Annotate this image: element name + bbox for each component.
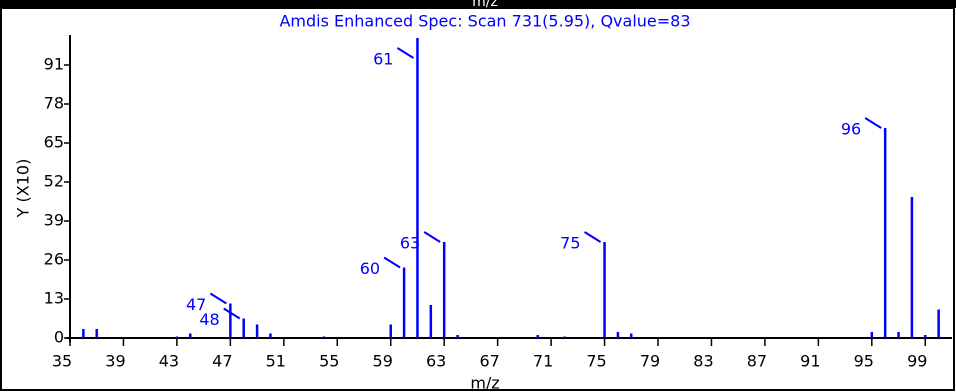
y-tick-label: 52 (44, 172, 64, 191)
x-tick-label: 71 (533, 352, 553, 371)
frame (0, 7, 955, 391)
annotation-leader (209, 292, 227, 305)
y-tick-label: 13 (44, 289, 64, 308)
x-axis-label: m/z (470, 374, 499, 392)
x-tick-label: 55 (319, 352, 339, 371)
annotation-leader (584, 231, 602, 243)
peak-annotation: 48 (199, 310, 219, 329)
annotation-leader (423, 231, 441, 243)
x-tick-label: 91 (800, 352, 820, 371)
x-tick-label: 67 (479, 352, 499, 371)
y-tick-label: 39 (44, 211, 64, 230)
peak-annotation: 63 (400, 234, 420, 253)
y-tick-label: 65 (44, 133, 64, 152)
x-tick-label: 43 (159, 352, 179, 371)
x-tick-label: 75 (586, 352, 606, 371)
x-tick-label: 39 (105, 352, 125, 371)
x-tick-label: 79 (640, 352, 660, 371)
x-tick-label: 99 (907, 352, 927, 371)
y-tick-label: 78 (44, 94, 64, 113)
x-tick-label: 59 (373, 352, 393, 371)
x-tick-label: 83 (693, 352, 713, 371)
peak-annotation: 47 (186, 295, 206, 314)
annotation-leader (223, 307, 241, 320)
x-tick-label: 47 (212, 352, 232, 371)
x-tick-label: 87 (747, 352, 767, 371)
annotation-leader (396, 47, 414, 59)
y-tick-label: 26 (44, 250, 64, 269)
peak-annotation: 75 (560, 234, 580, 253)
peak-annotation: 60 (360, 259, 380, 278)
x-tick-label: 51 (266, 352, 286, 371)
annotation-leader (383, 256, 401, 269)
peak-annotation: 96 (841, 120, 861, 139)
top-band (0, 0, 956, 8)
annotation-leader (864, 117, 882, 129)
x-tick-label: 35 (52, 352, 72, 371)
top-label: m/z (472, 0, 498, 10)
x-tick-label: 95 (854, 352, 874, 371)
peak-annotation: 61 (373, 50, 393, 69)
y-tick-label: 0 (54, 328, 64, 347)
y-tick-label: 91 (44, 55, 64, 74)
y-axis-label: Y (X10) (14, 159, 33, 219)
x-tick-label: 63 (426, 352, 446, 371)
chart-title: Amdis Enhanced Spec: Scan 731(5.95), Qva… (279, 12, 690, 31)
